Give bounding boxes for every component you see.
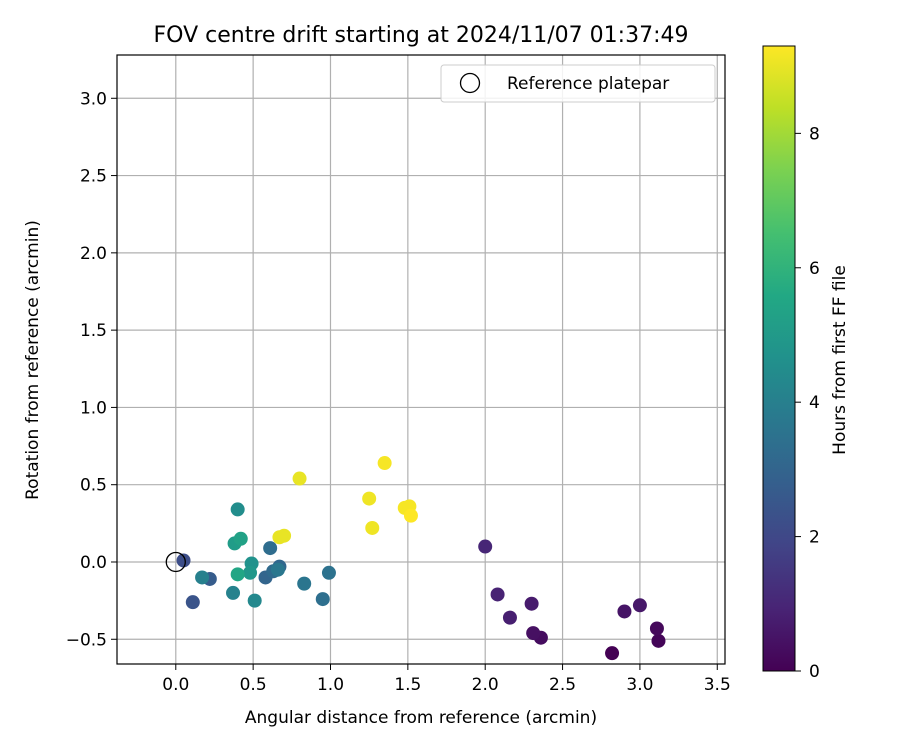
y-tick-label: 1.0 (80, 398, 107, 418)
colorbar-tick-label: 8 (809, 124, 820, 144)
scatter-point (226, 585, 241, 600)
colorbar-tick-label: 2 (809, 528, 820, 548)
chart-title: FOV centre drift starting at 2024/11/07 … (154, 23, 689, 48)
legend-marker (459, 72, 481, 94)
y-tick-label: −0.5 (66, 630, 107, 650)
scatter-point (270, 562, 285, 577)
x-tick-label: 3.0 (626, 675, 653, 695)
y-axis-label: Rotation from reference (arcmin) (23, 220, 43, 500)
scatter-point (195, 570, 210, 585)
colorbar-ticks: 0 2 4 6 8 (795, 124, 820, 682)
scatter-point (176, 553, 191, 568)
scatter-point (315, 592, 330, 607)
scatter-point (362, 491, 377, 506)
scatter-point (277, 528, 292, 543)
y-tick-label: 0.5 (80, 476, 107, 496)
scatter-point (230, 502, 245, 517)
y-tick-label: 2.0 (80, 244, 107, 264)
reference-platepar-marker (165, 551, 186, 573)
scatter-point (365, 520, 380, 535)
y-tick-label: 0.0 (80, 553, 107, 573)
scatter-point (230, 567, 245, 582)
y-tick-label: 2.5 (80, 167, 107, 187)
x-tick-label: 0.0 (162, 675, 189, 695)
x-tick-label: 2.0 (472, 675, 499, 695)
scatter-point (490, 587, 505, 602)
scatter-point (605, 646, 620, 661)
scatter-point (478, 539, 493, 554)
scatter-point (263, 541, 278, 556)
legend-box (440, 64, 716, 103)
colorbar-tick-label: 6 (809, 259, 820, 279)
x-tick-label: 1.0 (317, 675, 344, 695)
colorbar-tick-label: 4 (809, 393, 820, 413)
scatter-point (502, 610, 517, 625)
x-axis-label: Angular distance from reference (arcmin) (245, 708, 597, 728)
scatter-point (651, 633, 666, 648)
x-tick-label: 2.5 (549, 675, 576, 695)
grid-lines (117, 55, 725, 664)
scatter-point (243, 565, 258, 580)
axes-frame (116, 54, 726, 665)
colorbar-label: Hours from first FF file (830, 265, 850, 455)
x-tick-label: 3.5 (704, 675, 731, 695)
scatter-point (403, 508, 418, 523)
scatter-point (617, 604, 632, 619)
reference-marker (165, 551, 186, 573)
x-axis-ticks: 0.0 0.5 1.0 1.5 2.0 2.5 3.0 3.5 (162, 664, 731, 695)
y-tick-label: 1.5 (80, 321, 107, 341)
legend: Reference platepar (440, 64, 716, 103)
scatter-point (185, 595, 200, 610)
x-tick-label: 0.5 (240, 675, 267, 695)
colorbar (762, 45, 796, 672)
scatter-point (292, 471, 307, 486)
colorbar-tick-label: 0 (809, 662, 820, 682)
scatter-point (377, 456, 392, 471)
scatter-point (233, 531, 248, 546)
legend-label: Reference platepar (507, 74, 669, 94)
x-tick-label: 1.5 (394, 675, 421, 695)
data-points (176, 456, 666, 661)
y-tick-label: 3.0 (80, 89, 107, 109)
scatter-point (247, 593, 262, 608)
scatter-point (632, 598, 647, 613)
scatter-point (297, 576, 312, 591)
scatter-point (321, 565, 336, 580)
scatter-point (649, 621, 664, 636)
scatter-point (524, 596, 539, 611)
y-axis-ticks: −0.5 0.0 0.5 1.0 1.5 2.0 2.5 3.0 (66, 89, 117, 650)
scatter-point (526, 626, 541, 641)
